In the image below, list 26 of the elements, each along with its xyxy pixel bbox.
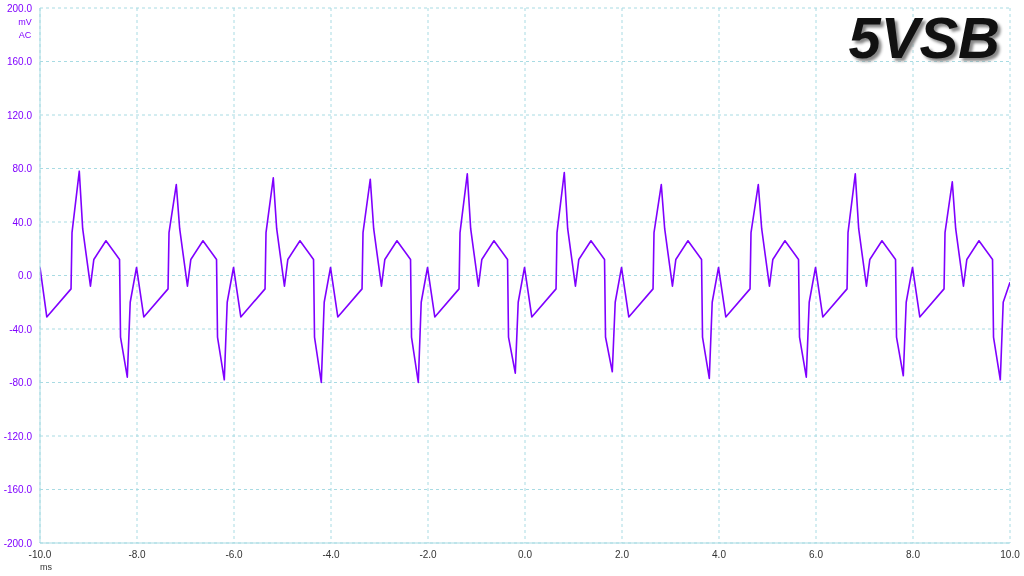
x-axis-title: ms <box>40 562 52 572</box>
y-tick-label: 80.0 <box>12 163 33 175</box>
x-tick-label: 8.0 <box>906 549 921 561</box>
x-tick-label: -6.0 <box>225 549 244 561</box>
y-tick-label: -40.0 <box>9 323 33 335</box>
y-tick-label: -160.0 <box>3 484 33 496</box>
y-tick-label: 200.0 <box>6 2 33 14</box>
x-tick-label: 10.0 <box>1000 549 1021 561</box>
x-tick-label: 2.0 <box>615 549 630 561</box>
y-tick-label: -120.0 <box>3 430 33 442</box>
chart-title: 5VSB <box>848 4 1000 71</box>
x-tick-label: 4.0 <box>712 549 727 561</box>
y-tick-label: -200.0 <box>3 537 33 549</box>
x-tick-label: -2.0 <box>419 549 438 561</box>
x-tick-label: 0.0 <box>518 549 533 561</box>
line-series <box>40 170 1010 384</box>
x-tick-label: -4.0 <box>322 549 341 561</box>
y-tick-label: 40.0 <box>12 216 33 228</box>
y-tick-label: 160.0 <box>6 56 33 68</box>
y-axis-title: mV AC <box>17 16 33 42</box>
x-tick-label: 6.0 <box>809 549 824 561</box>
y-tick-label: -80.0 <box>9 377 33 389</box>
x-tick-label: -10.0 <box>28 549 52 561</box>
y-tick-label: 0.0 <box>18 270 33 282</box>
y-tick-label: 120.0 <box>6 109 33 121</box>
x-tick-label: -8.0 <box>128 549 147 561</box>
